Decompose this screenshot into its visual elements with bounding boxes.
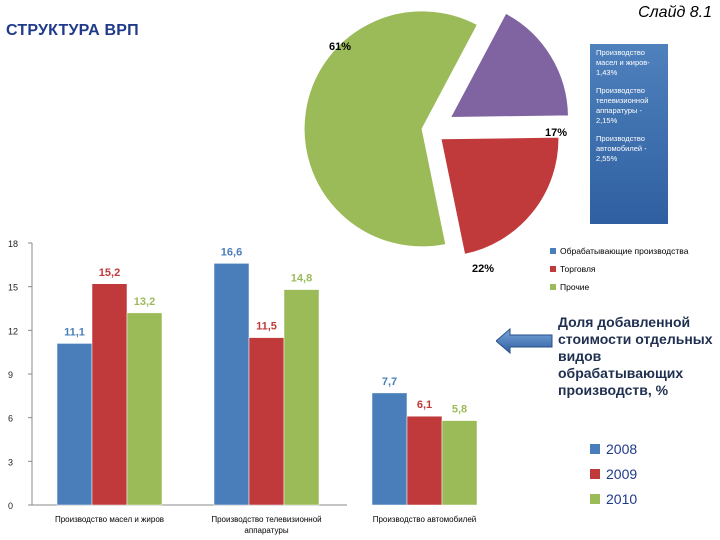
bar-legend-item: 2008: [590, 436, 637, 461]
bar-2009-1: [248, 337, 285, 506]
pie-legend-item: Торговля: [550, 260, 688, 278]
pie-slice-1: [440, 136, 560, 255]
pie-label-1: 22%: [472, 263, 494, 275]
bar-legend: 2008 2009 2010: [590, 436, 637, 511]
pie-label-2: 61%: [329, 41, 351, 53]
callout-item-oils: Производство масел и жиров- 1,43%: [596, 48, 650, 77]
bar-value-label: 16,6: [221, 246, 242, 258]
x-category-label-2: аппаратуры: [244, 526, 288, 535]
pie-legend-item: Обрабатывающие производства: [550, 242, 688, 260]
callout-item-tv: Производство телевизионной аппаратуры - …: [596, 86, 649, 125]
y-tick-label: 9: [8, 370, 13, 380]
bar-chart-caption: Доля добавленной стоимости отдельных вид…: [558, 314, 713, 398]
y-tick-label: 3: [8, 457, 13, 467]
bar-value-label: 11,5: [256, 321, 277, 333]
bar-2008-2: [371, 392, 408, 506]
y-tick-label: 18: [8, 239, 18, 249]
bar-2008-1: [213, 263, 250, 506]
pie-legend-item: Прочие: [550, 278, 688, 296]
bar-2010-0: [126, 312, 163, 506]
bar-legend-item: 2010: [590, 486, 637, 511]
legend-swatch: [590, 443, 600, 454]
legend-label: Торговля: [560, 264, 596, 274]
bar-2009-0: [91, 283, 128, 506]
y-tick-label: 6: [8, 414, 13, 424]
pie-callout-box: Производство масел и жиров- 1,43% Произв…: [590, 44, 668, 224]
pie-legend: Обрабатывающие производства Торговля Прочи…: [550, 242, 688, 296]
bar-value-label: 7,7: [382, 376, 397, 388]
legend-label: Обрабатывающие производства: [560, 246, 689, 256]
legend-swatch: [550, 266, 556, 272]
pie-slice-2: [303, 10, 479, 248]
y-tick-label: 15: [8, 283, 18, 293]
legend-swatch: [590, 468, 600, 479]
bar-value-label: 5,8: [452, 404, 467, 416]
y-tick-label: 12: [8, 326, 18, 336]
legend-swatch: [590, 493, 600, 504]
page-title: СТРУКТУРА ВРП: [6, 22, 139, 39]
legend-label: 2009: [606, 465, 638, 482]
x-category-label: Производство телевизионной: [211, 515, 321, 524]
bar-legend-item: 2009: [590, 461, 637, 486]
x-category-label: Производство масел и жиров: [55, 515, 164, 524]
slide-label: Слайд 8.1: [638, 4, 712, 21]
bar-2009-2: [406, 415, 443, 506]
x-category-label: Производство автомобилей: [373, 515, 477, 524]
pie-label-0: 17%: [545, 127, 567, 139]
legend-label: 2008: [606, 440, 638, 457]
legend-swatch: [550, 248, 556, 254]
bar-value-label: 14,8: [291, 273, 312, 285]
left-arrow-icon: [496, 328, 553, 354]
legend-swatch: [550, 284, 556, 290]
bar-value-label: 13,2: [134, 296, 155, 308]
callout-item-auto: Производство автомобилей - 2,55%: [596, 134, 647, 163]
bar-value-label: 11,1: [64, 326, 85, 338]
bar-value-label: 6,1: [417, 399, 432, 411]
bar-2008-0: [56, 343, 93, 506]
bar-value-label: 15,2: [99, 267, 120, 279]
pie-slice-0: [449, 12, 569, 119]
bar-2010-1: [283, 289, 320, 506]
legend-label: Прочие: [560, 282, 590, 292]
legend-label: 2010: [606, 490, 638, 507]
y-tick-label: 0: [8, 501, 13, 511]
bar-2010-2: [441, 420, 478, 506]
